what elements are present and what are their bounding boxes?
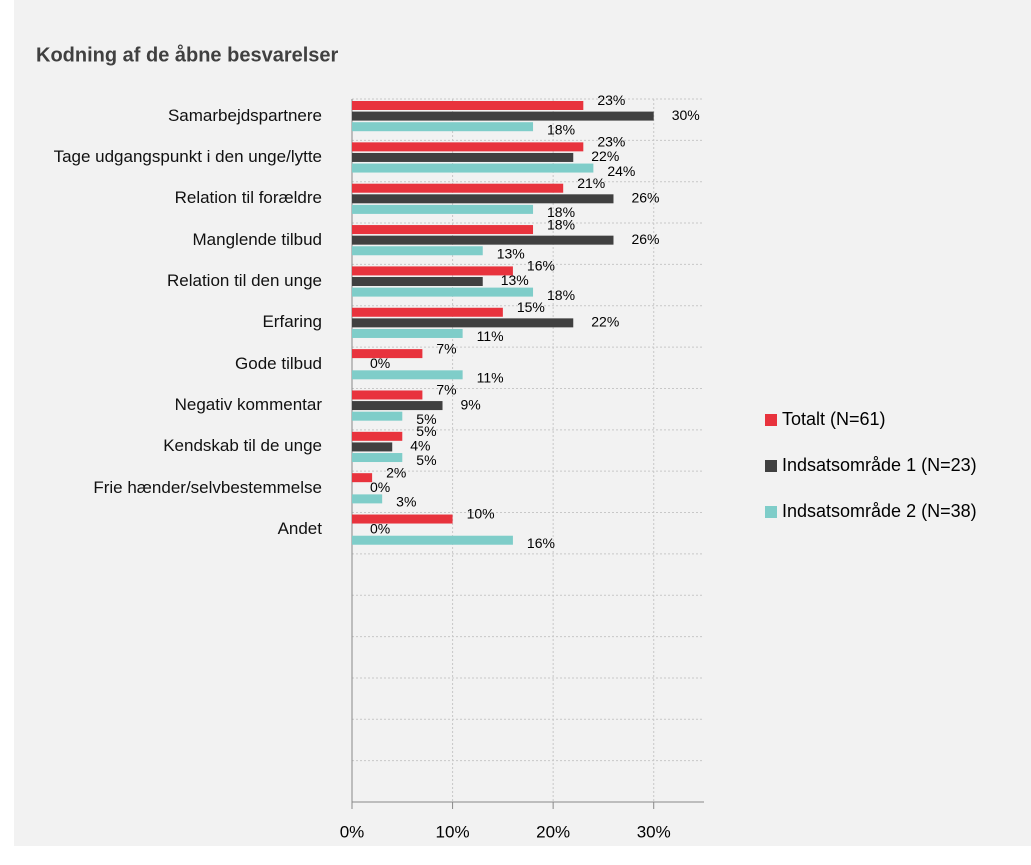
x-tick-label: 10% <box>436 822 470 841</box>
bar <box>352 266 513 276</box>
data-label: 26% <box>631 231 659 247</box>
category-label-box: Relation til forældre <box>174 188 322 208</box>
y-tick-label: Tage udgangspunkt i den unge/lytte <box>53 147 322 167</box>
bar <box>352 453 403 463</box>
category-label-box: Relation til den unge <box>166 271 322 291</box>
data-label: 5% <box>416 411 436 427</box>
data-label: 5% <box>416 423 436 439</box>
y-tick-label: Frie hænder/selvbestemmelse <box>93 477 322 497</box>
bar <box>352 442 393 452</box>
bar <box>352 122 534 132</box>
bar <box>352 111 654 121</box>
data-label: 7% <box>436 340 456 356</box>
legend-label: Indsatsområde 1 (N=23) <box>782 455 977 475</box>
y-tick-label: Relation til forældre <box>174 188 322 208</box>
data-label: 18% <box>547 216 575 232</box>
bar <box>352 183 564 193</box>
y-tick-label: Negativ kommentar <box>174 395 322 415</box>
data-label: 0% <box>370 479 390 495</box>
bar <box>352 411 403 421</box>
bar <box>352 328 463 338</box>
y-tick-label: Erfaring <box>262 312 322 332</box>
data-label: 16% <box>527 535 555 551</box>
data-label: 2% <box>386 464 406 480</box>
panel <box>14 0 1031 846</box>
y-tick-label: Manglende tilbud <box>192 229 322 249</box>
category-label-box: Tage udgangspunkt i den unge/lytte <box>53 147 322 167</box>
data-label: 13% <box>501 272 529 288</box>
category-label-box: Frie hænder/selvbestemmelse <box>93 477 322 497</box>
bar <box>352 349 423 359</box>
category-label-box: Samarbejdspartnere <box>167 105 322 125</box>
data-label: 18% <box>547 121 575 137</box>
bar <box>352 514 453 524</box>
bar <box>352 246 483 256</box>
bar <box>352 473 373 483</box>
bar <box>352 142 584 152</box>
bar <box>352 307 503 317</box>
category-label-box: Andet <box>277 519 322 539</box>
y-tick-label: Relation til den unge <box>166 271 322 291</box>
x-tick-label: 30% <box>637 822 671 841</box>
bar <box>352 235 614 245</box>
data-label: 23% <box>597 92 625 108</box>
bar <box>352 401 443 411</box>
data-label: 24% <box>607 163 635 179</box>
category-label-box: Erfaring <box>262 312 322 332</box>
y-tick-label: Andet <box>277 519 322 539</box>
data-label: 21% <box>577 175 605 191</box>
bar <box>352 277 483 287</box>
bar <box>352 431 403 441</box>
bar <box>352 225 534 235</box>
data-label: 0% <box>370 355 390 371</box>
data-label: 16% <box>527 258 555 274</box>
data-label: 11% <box>477 328 504 344</box>
bar <box>352 318 574 328</box>
legend-swatch <box>765 506 777 518</box>
bar <box>352 152 574 162</box>
legend-label: Totalt (N=61) <box>782 409 886 429</box>
legend-swatch <box>765 414 777 426</box>
bar <box>352 390 423 400</box>
y-tick-label: Gode tilbud <box>235 353 322 373</box>
data-label: 5% <box>416 452 436 468</box>
category-label-box: Gode tilbud <box>235 353 322 373</box>
data-label: 18% <box>547 204 575 220</box>
x-tick-label: 20% <box>536 822 570 841</box>
bar <box>352 101 584 110</box>
data-label: 22% <box>591 314 619 330</box>
data-label: 23% <box>597 134 625 150</box>
data-label: 4% <box>410 438 430 454</box>
data-label: 0% <box>370 520 390 536</box>
data-label: 26% <box>631 190 659 206</box>
bar <box>352 204 534 214</box>
bar <box>352 494 383 504</box>
chart-title: Kodning af de åbne besvarelser <box>36 43 339 66</box>
bar <box>352 287 534 297</box>
legend-label: Indsatsområde 2 (N=38) <box>782 501 977 521</box>
category-label-box: Negativ kommentar <box>174 395 322 415</box>
data-label: 15% <box>517 299 545 315</box>
data-label: 7% <box>436 382 456 398</box>
bar <box>352 194 614 204</box>
data-label: 13% <box>497 245 525 261</box>
data-label: 3% <box>396 494 416 510</box>
data-label: 11% <box>477 370 504 386</box>
y-tick-label: Samarbejdspartnere <box>167 105 322 125</box>
y-tick-label: Kendskab til de unge <box>163 436 322 456</box>
bar <box>352 163 594 173</box>
data-label: 9% <box>461 396 481 412</box>
data-label: 10% <box>467 506 495 522</box>
data-label: 22% <box>591 148 619 164</box>
category-label-box: Manglende tilbud <box>192 229 322 249</box>
data-label: 18% <box>547 287 575 303</box>
data-label: 30% <box>672 107 700 123</box>
category-label-box: Kendskab til de unge <box>163 436 322 456</box>
x-tick-label: 0% <box>340 822 365 841</box>
bar <box>352 370 463 380</box>
bar <box>352 535 513 545</box>
legend-swatch <box>765 460 777 472</box>
